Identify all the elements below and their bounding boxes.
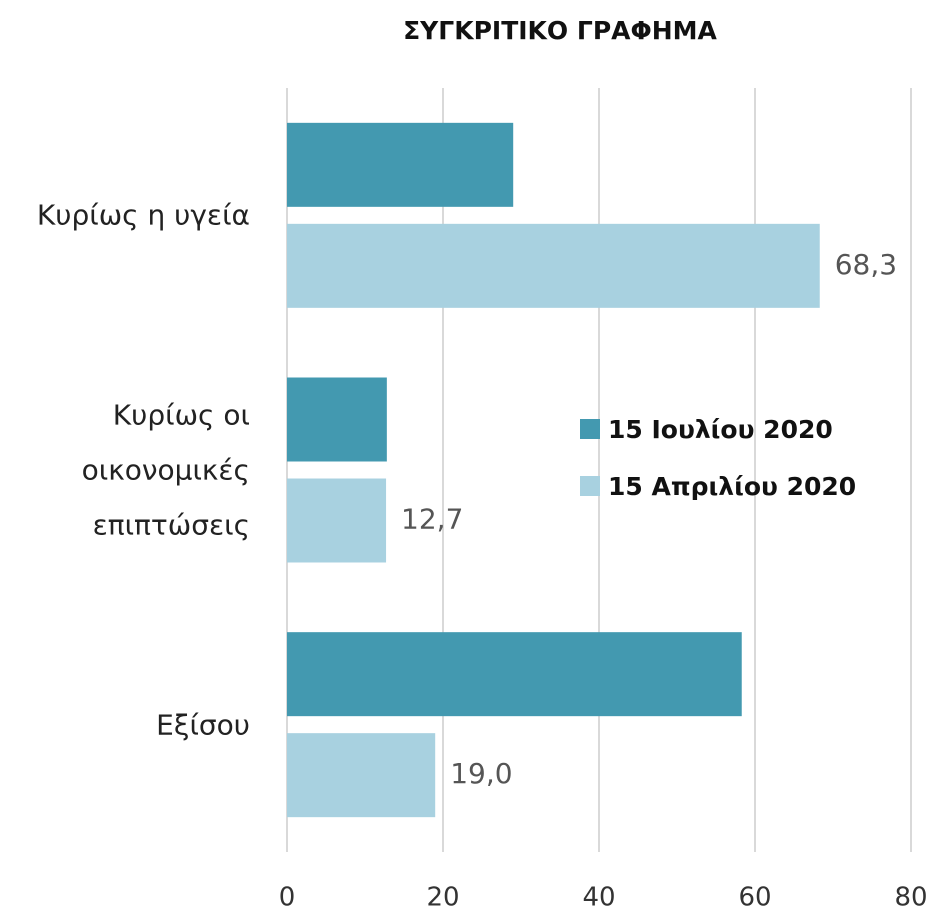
category-label: Εξίσου bbox=[156, 708, 250, 742]
bar bbox=[287, 478, 387, 563]
x-tick-label: 20 bbox=[426, 883, 459, 913]
bar bbox=[287, 377, 387, 462]
category-label: Κυρίως η υγεία bbox=[36, 198, 250, 232]
x-tick-label: 40 bbox=[582, 883, 615, 913]
chart-title: ΣΥΓΚΡΙΤΙΚΟ ΓΡΑΦΗΜΑ bbox=[403, 16, 717, 45]
x-tick-label: 0 bbox=[279, 883, 296, 913]
data-label: 68,3 bbox=[835, 248, 897, 281]
bar bbox=[287, 632, 742, 717]
bar bbox=[287, 223, 820, 308]
legend-swatch bbox=[580, 476, 600, 496]
legend-label: 15 Απριλίου 2020 bbox=[608, 472, 856, 501]
x-tick-label: 80 bbox=[894, 883, 927, 913]
data-label: 19,0 bbox=[450, 757, 512, 790]
bar bbox=[287, 733, 436, 818]
legend-swatch bbox=[580, 419, 600, 439]
data-label: 12,7 bbox=[401, 503, 463, 536]
bar bbox=[287, 122, 514, 207]
legend-label: 15 Ιουλίου 2020 bbox=[608, 415, 833, 444]
x-tick-label: 60 bbox=[738, 883, 771, 913]
category-label: Κυρίως οι οικονομικές επιπτώσεις bbox=[81, 398, 250, 542]
